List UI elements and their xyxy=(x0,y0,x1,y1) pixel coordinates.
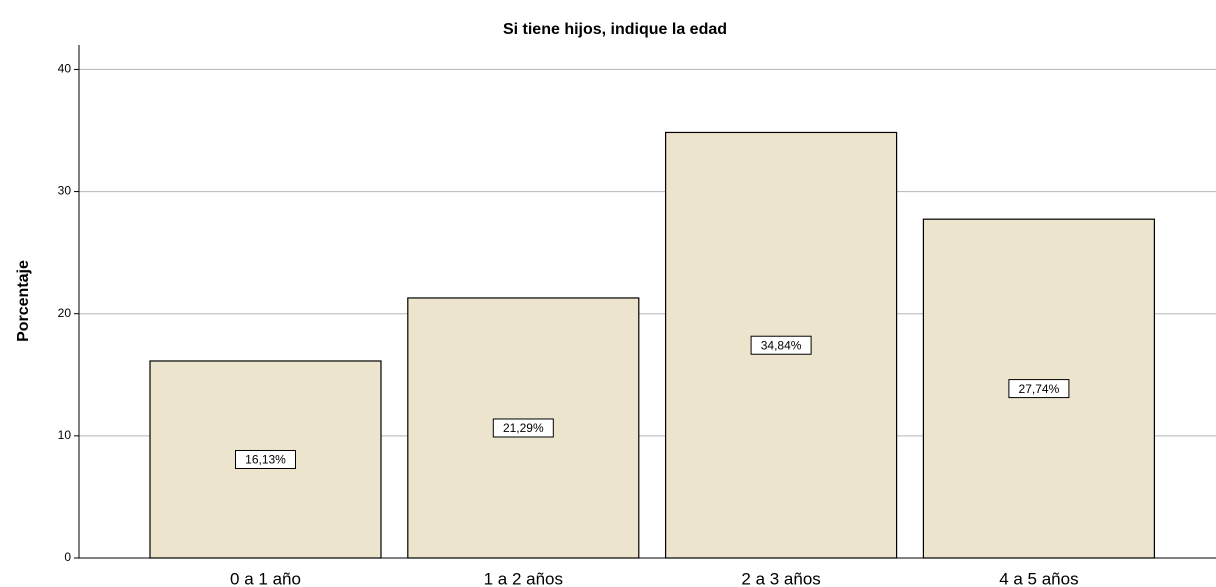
y-tick-label: 10 xyxy=(58,428,72,442)
value-label: 21,29% xyxy=(503,421,544,435)
x-tick-label: 4 a 5 años xyxy=(999,569,1078,587)
x-tick-label: 0 a 1 año xyxy=(230,569,301,587)
y-tick-label: 20 xyxy=(58,306,72,320)
value-label-box xyxy=(492,418,554,438)
value-label: 34,84% xyxy=(761,338,802,352)
x-tick-label: 1 a 2 años xyxy=(484,569,563,587)
y-tick-label: 0 xyxy=(64,550,71,564)
x-tick-label: 2 a 3 años xyxy=(741,569,820,587)
value-label: 16,13% xyxy=(245,453,286,467)
value-label: 27,74% xyxy=(1019,382,1060,396)
y-axis-label: Porcentaje xyxy=(15,260,32,342)
value-label-box xyxy=(750,335,812,355)
chart-title: Si tiene hijos, indique la edad xyxy=(503,21,727,38)
y-tick-label: 30 xyxy=(58,184,72,198)
y-tick-label: 40 xyxy=(58,62,72,76)
value-label-box xyxy=(1008,379,1070,399)
value-label-box xyxy=(235,449,296,469)
